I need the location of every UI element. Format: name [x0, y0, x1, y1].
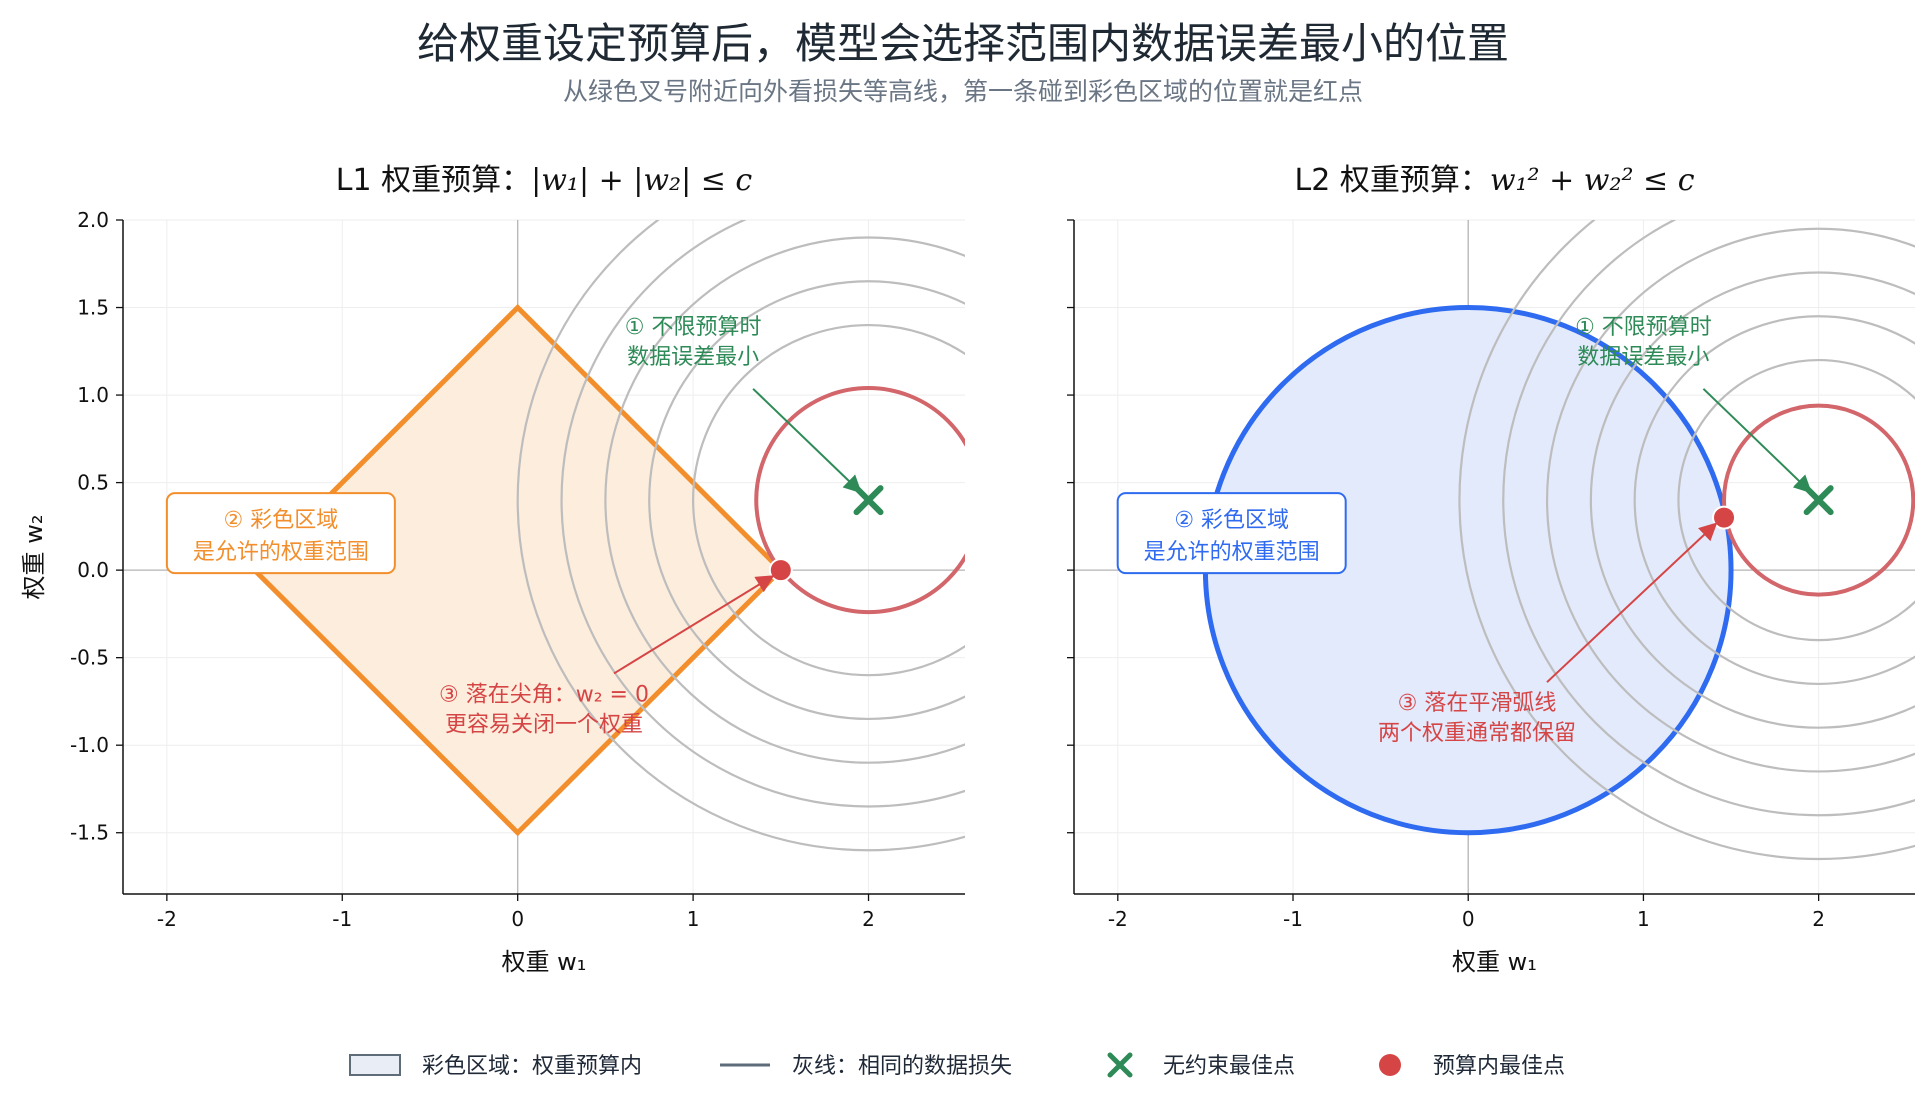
panel-l2: -2 -1 0 1 2 权重 w₁ L2 权重预算：w₁² + w₂² ≤ c ① 不限预算时… — [1067, 163, 1915, 976]
annotation-line: ② 彩色区域 — [224, 508, 339, 533]
y-tick-label: 0.0 — [77, 558, 109, 582]
annotation-region: ② 彩色区域是允许的权重范围 — [1144, 508, 1320, 565]
panel-title-prefix: L2 权重预算： — [1294, 163, 1489, 198]
panel-title: L1 权重预算：|w₁| + |w₂| ≤ c — [336, 163, 753, 198]
y-axis-label: 权重 w₂ — [20, 515, 48, 600]
annotation-corner: ③ 落在平滑弧线两个权重通常都保留 — [1378, 691, 1576, 746]
panel-title-math: w₁² + w₂² ≤ c — [1490, 163, 1695, 198]
x-axis-label: 权重 w₁ — [502, 948, 587, 976]
legend-item-region: 彩色区域：权重预算内 — [349, 1054, 642, 1079]
y-tick-label: 1.5 — [77, 296, 109, 320]
contour-line — [648, 280, 965, 720]
annotation-line: 更容易关闭一个权重 — [445, 712, 643, 737]
contour-line — [1546, 227, 1915, 773]
panel-title: L2 权重预算：w₁² + w₂² ≤ c — [1294, 163, 1694, 198]
x-tick-label: -1 — [1283, 907, 1303, 931]
annotation-region-box — [165, 492, 396, 575]
contour-line — [1633, 315, 1915, 685]
annotation-optimum-arrow — [752, 388, 862, 494]
page-subtitle: 从绿色叉号附近向外看损失等高线，第一条碰到彩色区域的位置就是红点 — [562, 77, 1363, 106]
x-tick-label: 1 — [1637, 907, 1650, 931]
page-title: 给权重设定预算后，模型会选择范围内数据误差最小的位置 — [416, 19, 1509, 68]
legend: 彩色区域：权重预算内 灰线：相同的数据损失 无约束最佳点 预算内最佳点 — [349, 1052, 1565, 1079]
y-tick-label: 1.0 — [77, 383, 109, 407]
contour-line — [560, 220, 965, 808]
legend-item-unconstrained: 无约束最佳点 — [1107, 1052, 1295, 1079]
annotation-line: 两个权重通常都保留 — [1378, 721, 1576, 746]
annotation-line: ① 不限预算时 — [625, 315, 762, 340]
annotation-region-box — [1116, 492, 1347, 575]
x-tick-label: 0 — [1462, 907, 1475, 931]
annotation-line: 数据误差最小 — [627, 345, 759, 370]
annotation-line: 是允许的权重范围 — [1144, 540, 1320, 565]
y-tick-label: -0.5 — [70, 646, 109, 670]
annotation-region: ② 彩色区域是允许的权重范围 — [193, 508, 369, 565]
legend-label: 无约束最佳点 — [1163, 1054, 1295, 1079]
contour-line — [1502, 220, 1915, 817]
y-tick-label: -1.5 — [70, 821, 109, 845]
x-tick-label: 0 — [511, 907, 524, 931]
y-tick-label: 0.5 — [77, 471, 109, 495]
panel-l1: -2 -1 0 1 2 -1.5 -1.0 -0.5 0.0 0.5 1.0 1.5 2.0 权重 w₁ 权… — [20, 163, 965, 976]
cross-stroke — [853, 485, 884, 516]
annotation-optimum: ① 不限预算时数据误差最小 — [625, 315, 762, 370]
x-tick-label: 2 — [1812, 907, 1825, 931]
annotation-corner-arrow — [1546, 522, 1718, 683]
x-tick-label: -1 — [332, 907, 352, 931]
legend-swatch-region — [349, 1054, 401, 1076]
annotation-optimum-arrow — [1702, 388, 1812, 494]
legend-label: 预算内最佳点 — [1433, 1054, 1565, 1079]
cross-stroke — [1803, 485, 1834, 516]
constrained-optimum-marker — [768, 558, 793, 583]
x-axis-label: 权重 w₁ — [1452, 948, 1537, 976]
annotation-line: ③ 落在平滑弧线 — [1398, 691, 1557, 716]
annotation-corner-arrow — [613, 575, 775, 675]
annotation-line: ② 彩色区域 — [1174, 508, 1289, 533]
x-tick-label: 1 — [687, 907, 700, 931]
legend-label: 灰线：相同的数据损失 — [792, 1054, 1012, 1079]
loss-contours — [516, 220, 965, 852]
loss-contours — [1458, 220, 1915, 860]
x-tick-label: -2 — [1108, 907, 1128, 931]
contour-line — [1589, 271, 1915, 729]
panel-title-prefix: L1 权重预算： — [336, 163, 531, 198]
annotation-optimum: ① 不限预算时数据误差最小 — [1575, 315, 1712, 370]
legend-swatch-dot — [1379, 1054, 1401, 1076]
contour-line — [692, 323, 965, 677]
panel-title-math: |w₁| + |w₂| ≤ c — [531, 163, 752, 198]
annotation-line: 数据误差最小 — [1577, 345, 1709, 370]
contour-line — [1458, 220, 1915, 860]
annotation-line: ③ 落在尖角：w₂ = 0 — [439, 682, 649, 707]
contour-touching — [754, 386, 965, 615]
annotation-corner: ③ 落在尖角：w₂ = 0 更容易关闭一个权重 — [439, 682, 649, 737]
legend-label: 彩色区域：权重预算内 — [422, 1054, 642, 1079]
contour-line — [516, 220, 965, 852]
contour-touching — [1722, 403, 1915, 597]
contour-line — [1677, 358, 1915, 642]
legend-item-constrained: 预算内最佳点 — [1379, 1054, 1565, 1079]
x-tick-label: -2 — [157, 907, 177, 931]
annotation-line: ① 不限预算时 — [1575, 315, 1712, 340]
legend-swatch-cross — [1107, 1052, 1133, 1078]
contour-line — [604, 236, 965, 764]
annotation-line: 是允许的权重范围 — [193, 540, 369, 565]
x-tick-label: 2 — [862, 907, 875, 931]
y-tick-label: 2.0 — [77, 208, 109, 232]
legend-item-contour: 灰线：相同的数据损失 — [720, 1054, 1012, 1079]
y-tick-label: -1.0 — [70, 733, 109, 757]
constrained-optimum-marker — [1712, 505, 1737, 530]
